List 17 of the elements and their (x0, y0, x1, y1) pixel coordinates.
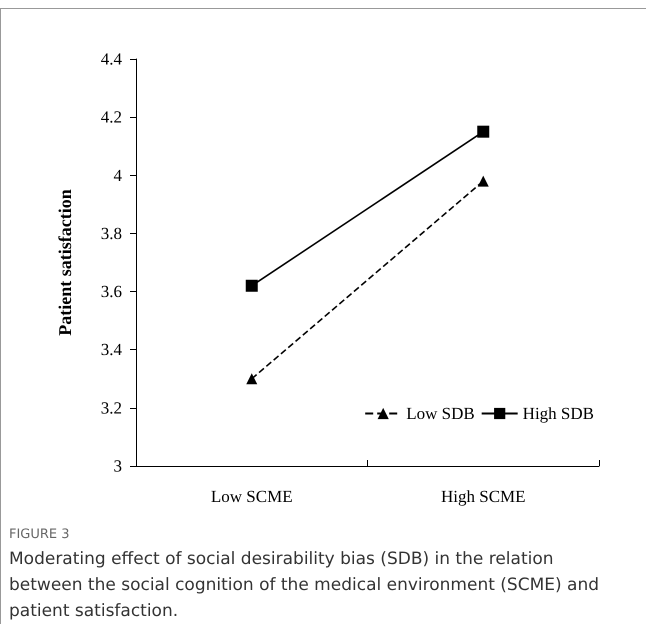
y-tick-label: 4.4 (100, 50, 122, 68)
caption: FIGURE 3 (9, 527, 71, 542)
point (246, 280, 258, 292)
text: Moderating effect of social desirability bias (SDB) in the relation between the social cognition of the medical environment (SCME) and patient satisfaction. (9, 548, 600, 623)
y-tick-label: 3.8 (100, 224, 122, 243)
y-tick-label: 4.2 (100, 108, 122, 127)
y-tick-label: 3.4 (100, 340, 122, 360)
legend-label: Low SDB (406, 404, 475, 423)
y-tick-label: 3 (114, 456, 122, 476)
y-tick-label: 4 (114, 166, 122, 185)
point (477, 126, 490, 138)
legend-label: High SDB (522, 404, 594, 423)
y-tick-label: 3.6 (100, 282, 122, 302)
y-axis-title: Patient satisfaction (55, 189, 75, 336)
y-tick-label: 3.2 (100, 398, 122, 418)
x-tick-label: Low SCME (210, 487, 293, 506)
x-tick-label: High SCME (440, 487, 526, 506)
